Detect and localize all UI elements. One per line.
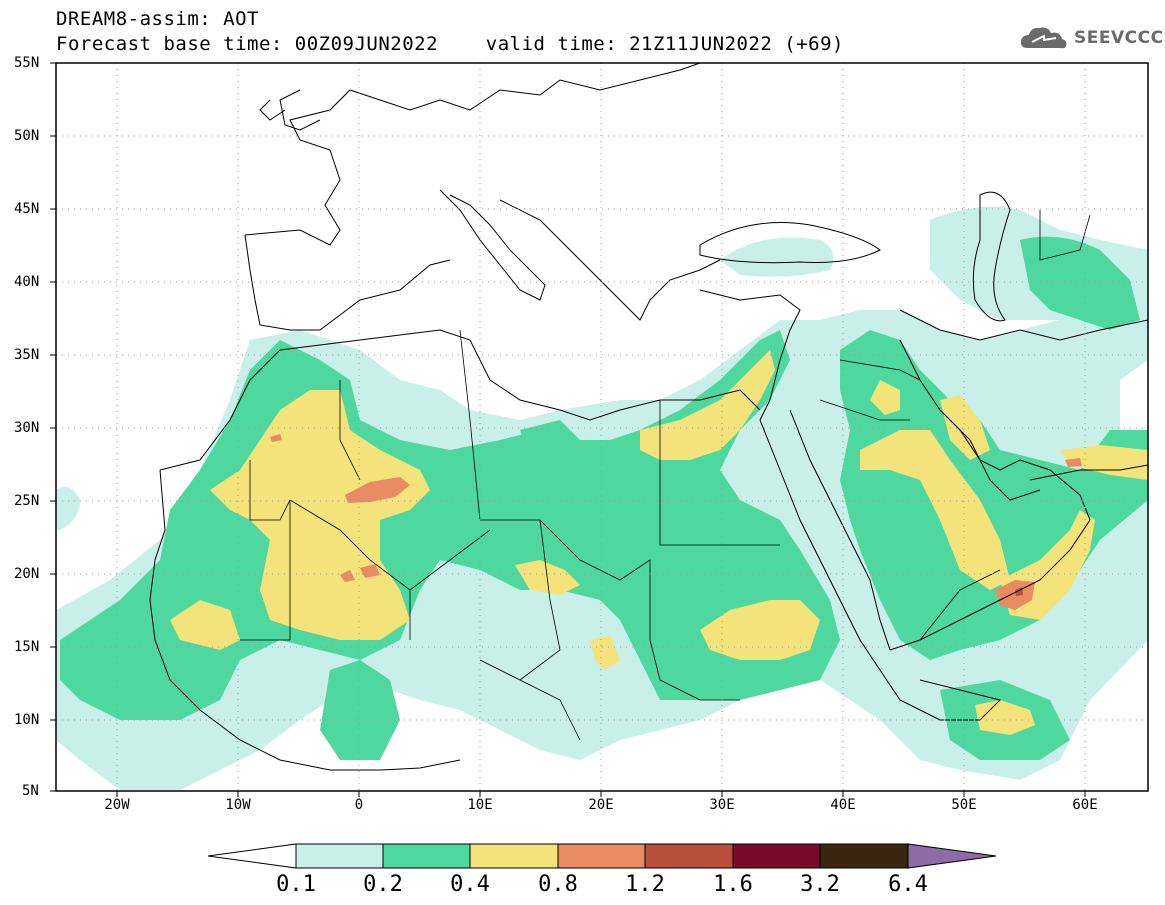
map-frame [55,62,1149,792]
cloud-icon [1020,27,1067,49]
lon-label: 20E [588,797,614,813]
colorbar-label: 6.4 [888,872,928,897]
aot-field [56,63,1148,791]
lon-label: 10W [225,797,251,813]
lat-label: 55N [14,55,40,71]
country-borders [240,210,1091,741]
colorbar-lower-arrow [207,843,297,869]
colorbar-swatch-0-8 [557,843,646,869]
colorbar-swatch-0-4 [469,843,559,869]
colorbar-swatch-1-6 [732,843,821,869]
lat-label: 35N [14,347,40,363]
lon-label: 0 [354,797,364,813]
lon-label: 60E [1072,797,1098,813]
lat-label: 40N [14,274,40,290]
colorbar-label: 3.2 [800,872,840,897]
lat-label: 50N [14,128,40,144]
lat-label: 20N [14,566,40,582]
colorbar-label: 0.8 [538,872,578,897]
forecast-time-line: Forecast base time: 00Z09JUN2022 valid t… [56,33,844,55]
colorbar-swatch-0-1 [295,843,384,869]
lon-label: 40E [830,797,856,813]
seevccc-logo: SEEVCCC [1018,22,1164,54]
colorbar-swatch-0-2 [382,843,471,869]
colorbar-upper-arrow [907,843,997,869]
graticule [56,63,1148,791]
logo-text: SEEVCCC [1074,28,1164,48]
colorbar-swatch-3-2 [819,843,909,869]
colorbar-label: 0.2 [363,872,403,897]
colorbar-swatch-1-2 [644,843,734,869]
axis-ticks [50,62,1086,797]
lat-label: 10N [14,712,40,728]
colorbar-label: 1.6 [713,872,753,897]
colorbar-label: 0.1 [276,872,316,897]
lat-label: 5N [22,783,39,799]
lat-label: 30N [14,420,40,436]
lat-label: 45N [14,201,40,217]
lon-label: 30E [709,797,735,813]
colorbar-label: 0.4 [450,872,490,897]
lon-label: 10E [467,797,493,813]
colorbar-label: 1.2 [625,872,665,897]
aot-band-0-4 [170,350,1148,735]
map-title: DREAM8-assim: AOT [56,8,259,30]
lon-label: 20W [104,797,130,813]
lon-label: 50E [951,797,977,813]
colorbar [207,843,997,869]
lat-label: 25N [14,493,40,509]
lat-label: 15N [14,639,40,655]
